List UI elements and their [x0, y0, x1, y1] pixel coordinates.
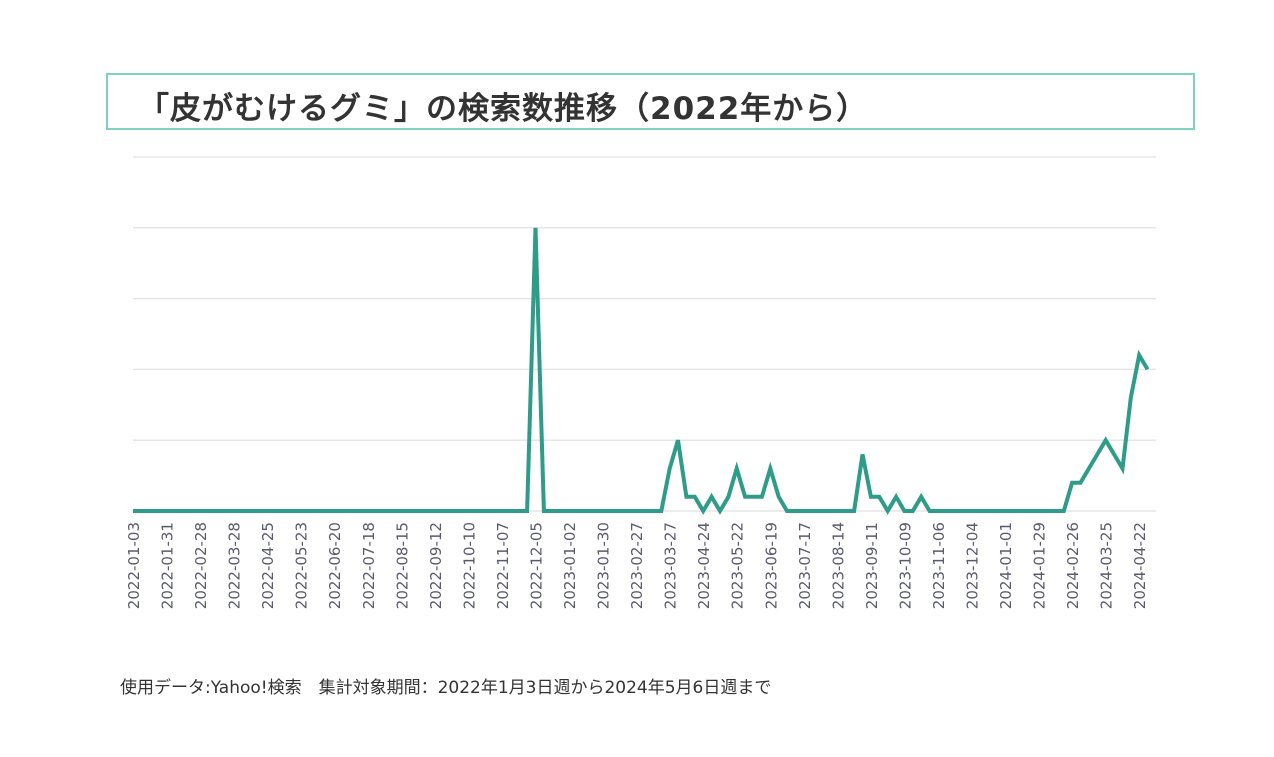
- x-tick-label: 2024-02-26: [1064, 522, 1082, 609]
- x-tick-label: 2022-07-18: [360, 522, 378, 609]
- x-tick-label: 2022-03-28: [226, 522, 244, 609]
- x-tick-label: 2022-02-28: [192, 522, 210, 609]
- x-tick-label: 2023-09-11: [863, 522, 881, 609]
- chart-title: 「皮がむけるグミ」の検索数推移（2022年から）: [138, 91, 869, 127]
- x-tick-label: 2023-06-19: [762, 522, 780, 609]
- grid-lines: [133, 156, 1156, 512]
- x-tick-label: 2022-04-25: [259, 522, 277, 609]
- x-tick-label: 2023-02-27: [628, 522, 646, 609]
- data-source-note: 使用データ:Yahoo!検索 集計対象期間：2022年1月3日週から2024年5…: [120, 678, 772, 698]
- x-tick-label: 2022-08-15: [393, 522, 411, 609]
- x-tick-label: 2023-11-06: [930, 522, 948, 609]
- series-line: [133, 227, 1150, 515]
- x-tick-label: 2023-01-30: [595, 522, 613, 609]
- x-tick-label: 2024-04-22: [1131, 522, 1149, 609]
- x-tick-label: 2022-10-10: [460, 522, 478, 609]
- x-tick-label: 2023-05-22: [729, 522, 747, 609]
- line-chart: 2022-01-03 2022-01-31 2022-02-28 2022-03-28…: [125, 156, 1156, 609]
- x-tick-label: 2022-06-20: [326, 522, 344, 609]
- x-tick-label: 2024-01-29: [1031, 522, 1049, 609]
- x-tick-label: 2022-01-03: [125, 522, 143, 609]
- x-tick-label: 2023-01-02: [561, 522, 579, 609]
- x-tick-label: 2023-12-04: [964, 522, 982, 609]
- x-tick-label: 2022-01-31: [159, 522, 177, 609]
- chart-title-box: 「皮がむけるグミ」の検索数推移（2022年から）: [106, 73, 1195, 130]
- x-tick-label: 2023-03-27: [662, 522, 680, 609]
- x-tick-label: 2022-09-12: [427, 522, 445, 609]
- x-tick-label: 2022-05-23: [293, 522, 311, 609]
- x-tick-label: 2022-11-07: [494, 522, 512, 609]
- x-tick-label: 2023-10-09: [896, 522, 914, 609]
- x-tick-label: 2024-01-01: [997, 522, 1015, 609]
- x-tick-label: 2023-04-24: [695, 522, 713, 609]
- x-tick-label: 2023-08-14: [829, 522, 847, 609]
- x-tick-label: 2022-12-05: [527, 522, 545, 609]
- x-tick-label: 2023-07-17: [796, 522, 814, 609]
- x-tick-labels: 2022-01-03 2022-01-31 2022-02-28 2022-03-28…: [125, 522, 1149, 609]
- x-tick-label: 2024-03-25: [1098, 522, 1116, 609]
